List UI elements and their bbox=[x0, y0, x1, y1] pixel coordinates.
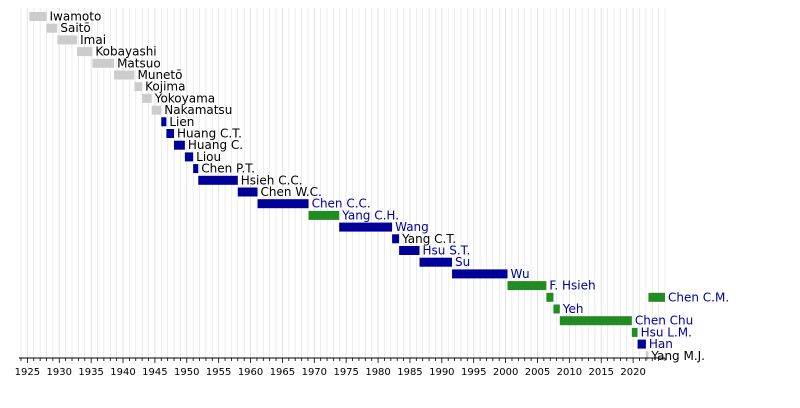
term-label: Iwamoto bbox=[50, 10, 102, 24]
term-bar bbox=[161, 117, 167, 127]
term-bar bbox=[184, 152, 194, 162]
grid-lines bbox=[20, 8, 666, 358]
term-label: Hsieh C.C. bbox=[241, 173, 303, 187]
x-axis: 1925 1930 1935 1940 1945 1950 1955 1960 1965 1970… bbox=[15, 357, 666, 378]
term-bar bbox=[174, 140, 185, 150]
term-label: Matsuo bbox=[117, 56, 161, 70]
x-tick-label: 1935 bbox=[78, 367, 103, 378]
term-bar bbox=[237, 187, 258, 197]
term-label: Chen C.C. bbox=[312, 197, 371, 211]
term-label: Yang C.T. bbox=[401, 232, 456, 246]
term-label: Hsu S.T. bbox=[423, 244, 471, 258]
term-bar bbox=[452, 269, 508, 279]
x-tick-label: 1930 bbox=[47, 367, 72, 378]
term-bar bbox=[637, 339, 646, 349]
term-bar bbox=[645, 351, 649, 361]
term-bar bbox=[546, 292, 554, 302]
term-label: Yokoyama bbox=[154, 91, 215, 105]
term-label: Yeh bbox=[562, 302, 584, 316]
x-tick-label: 1985 bbox=[397, 367, 422, 378]
term-bar bbox=[77, 47, 93, 57]
term-bar bbox=[142, 93, 152, 103]
x-tick-label: 1990 bbox=[429, 367, 454, 378]
x-tick-label: 1925 bbox=[15, 367, 40, 378]
x-tick-label: 1950 bbox=[174, 367, 199, 378]
x-tick-label: 2005 bbox=[525, 367, 550, 378]
x-tick-label: 1960 bbox=[238, 367, 263, 378]
term-label: Lien bbox=[169, 115, 194, 129]
x-tick-label: 2000 bbox=[493, 367, 518, 378]
term-label: Huang C.T. bbox=[177, 127, 242, 141]
term-label: Han bbox=[649, 337, 673, 351]
term-label: Kobayashi bbox=[95, 45, 156, 59]
term-label: Chen P.T. bbox=[201, 162, 255, 176]
x-tick-label: 1945 bbox=[142, 367, 167, 378]
term-label: Munetō bbox=[137, 68, 182, 82]
term-label: Yang M.J. bbox=[650, 349, 705, 363]
x-tick-label: 1980 bbox=[365, 367, 390, 378]
term-bar bbox=[134, 82, 143, 92]
term-label: Chen Chu bbox=[635, 314, 693, 328]
term-bar bbox=[631, 327, 638, 337]
term-bar bbox=[419, 257, 453, 267]
x-tick-label: 1965 bbox=[270, 367, 295, 378]
term-bar bbox=[399, 246, 420, 255]
term-bar bbox=[114, 70, 135, 80]
x-tick-label: 1995 bbox=[461, 367, 486, 378]
x-tick-label: 1940 bbox=[110, 367, 135, 378]
term-bar bbox=[193, 164, 199, 174]
x-tick-label: 1975 bbox=[333, 367, 358, 378]
term-bar bbox=[339, 222, 393, 232]
term-label: Kojima bbox=[145, 80, 185, 94]
term-label: Hsu L.M. bbox=[641, 325, 692, 339]
term-label: Wang bbox=[395, 220, 429, 234]
term-label: Wu bbox=[511, 267, 530, 281]
term-bar bbox=[46, 23, 58, 33]
term-bar bbox=[257, 199, 309, 209]
term-label: Huang C. bbox=[188, 138, 243, 152]
term-label: Liou bbox=[196, 150, 221, 164]
x-tick-label: 1955 bbox=[206, 367, 231, 378]
term-bar bbox=[553, 304, 560, 314]
x-tick-label: 2020 bbox=[620, 367, 645, 378]
term-label: Chen W.C. bbox=[261, 185, 322, 199]
term-bar bbox=[151, 105, 162, 115]
x-tick-label: 1970 bbox=[302, 367, 327, 378]
term-label: Nakamatsu bbox=[164, 103, 232, 117]
term-label: Saitō bbox=[60, 21, 90, 35]
term-bar bbox=[57, 35, 78, 45]
term-bar bbox=[308, 210, 340, 220]
bars-group: IwamotoSaitōImaiKobayashiMatsuoMunetōKoj… bbox=[29, 10, 729, 363]
term-label: Chen C.M. bbox=[668, 290, 729, 304]
term-label: Imai bbox=[80, 33, 106, 47]
term-label: F. Hsieh bbox=[549, 279, 595, 293]
term-bar bbox=[29, 12, 47, 21]
term-bar bbox=[559, 316, 632, 326]
term-bar bbox=[507, 281, 547, 291]
term-bar bbox=[648, 292, 665, 302]
term-bar bbox=[166, 129, 175, 138]
x-tick-label: 2015 bbox=[589, 367, 614, 378]
x-tick-label: 2010 bbox=[557, 367, 582, 378]
term-bar bbox=[392, 234, 400, 244]
term-label: Yang C.H. bbox=[341, 208, 399, 222]
term-bar bbox=[198, 175, 238, 185]
term-label: Su bbox=[455, 255, 470, 269]
term-bar bbox=[92, 58, 115, 68]
